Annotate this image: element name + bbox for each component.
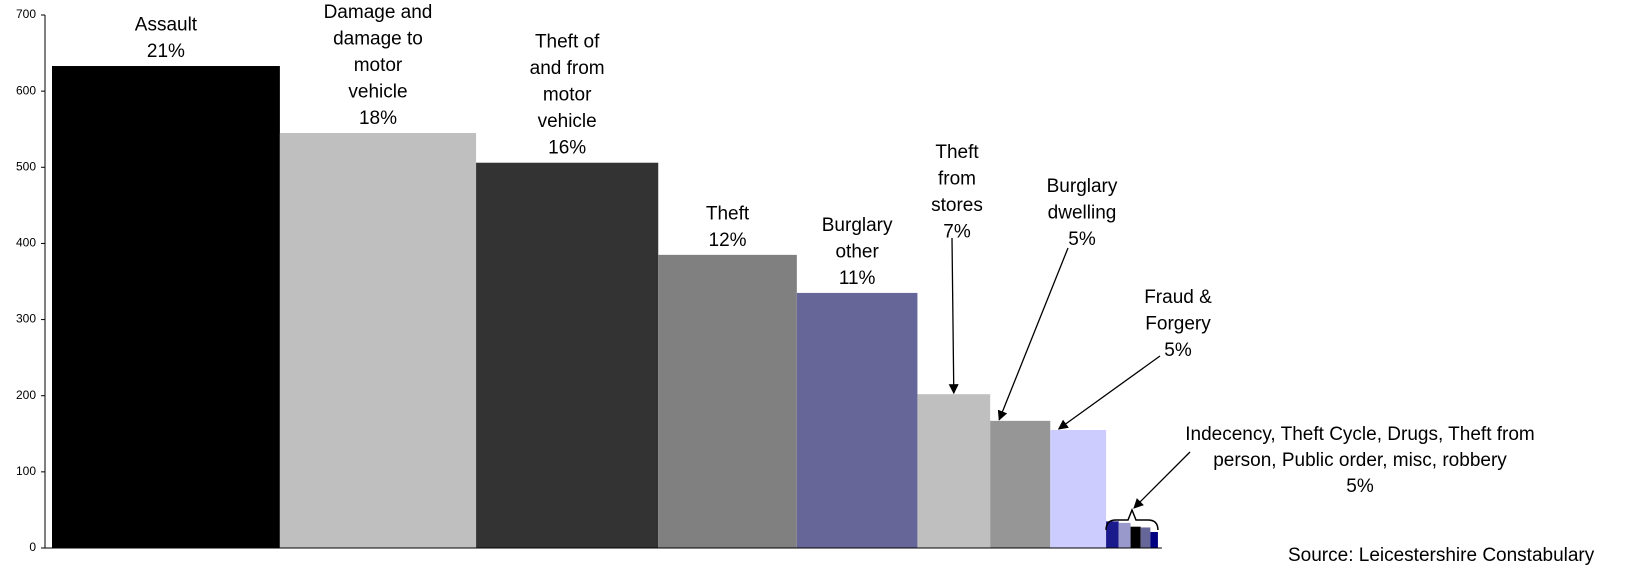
group-brace (1105, 507, 1159, 531)
y-tick-label: 500 (16, 159, 36, 173)
bar-label: from (938, 169, 976, 190)
group-label: 5% (1346, 476, 1374, 497)
bar-label: Burglary (822, 215, 893, 236)
y-tick-label: 100 (16, 464, 36, 478)
bar (1118, 522, 1131, 548)
bar-label: Burglary (1047, 176, 1118, 197)
bar (917, 394, 991, 548)
bar-label: 18% (359, 108, 397, 129)
bar-label: vehicle (538, 111, 597, 132)
y-tick-label: 600 (16, 83, 36, 97)
arrow (1057, 355, 1161, 430)
arrow (1133, 451, 1191, 509)
bar-label: motor (543, 85, 592, 106)
bar-label: vehicle (348, 82, 407, 103)
y-tick-label: 0 (29, 540, 36, 554)
bar (1150, 532, 1158, 548)
arrow (997, 247, 1069, 421)
bar-label: Theft of (535, 32, 600, 53)
bar (279, 133, 477, 548)
bar (658, 254, 797, 548)
bar-label: 12% (709, 230, 747, 251)
bar-label: dwelling (1048, 203, 1117, 224)
bar-label: Theft (935, 142, 979, 163)
group-label: Indecency, Theft Cycle, Drugs, Theft fro… (1185, 424, 1535, 445)
bar-label: stores (931, 195, 983, 216)
bar-label: Theft (706, 203, 750, 224)
bar-label: damage to (333, 29, 423, 50)
bar-label: 11% (839, 268, 876, 289)
y-tick-label: 700 (16, 7, 36, 21)
bar-label: 7% (943, 222, 971, 243)
bar (1140, 527, 1151, 548)
arrow (948, 237, 959, 395)
bar-label: and from (530, 58, 605, 79)
y-tick-label: 300 (16, 312, 36, 326)
bar (1050, 429, 1107, 548)
bar (1130, 526, 1141, 548)
bar-label: motor (354, 55, 403, 76)
bar-label: 5% (1068, 229, 1096, 250)
bar (52, 66, 280, 548)
bar (1106, 521, 1119, 548)
bar-label: Assault (135, 15, 198, 36)
bar (990, 420, 1051, 548)
y-tick-label: 200 (16, 388, 36, 402)
bar (476, 162, 659, 548)
bar-label: Damage and (324, 2, 433, 23)
bar-label: 5% (1164, 340, 1192, 361)
group-label: person, Public order, misc, robbery (1213, 450, 1507, 471)
y-tick-label: 400 (16, 236, 36, 250)
bar-label: Fraud & (1144, 287, 1212, 308)
bar (796, 292, 918, 548)
bar-label: 21% (147, 41, 185, 62)
bar-label: Forgery (1145, 314, 1211, 335)
bar-label: other (835, 241, 879, 262)
bar-label: 16% (548, 138, 586, 159)
source-note: Source: Leicestershire Constabulary (1288, 545, 1595, 566)
